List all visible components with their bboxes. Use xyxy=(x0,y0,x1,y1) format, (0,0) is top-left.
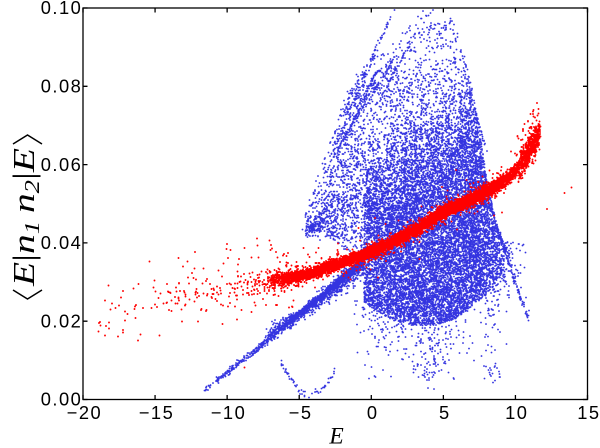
svg-text:−10: −10 xyxy=(211,402,247,423)
svg-text:E|n1 n2|E: E|n1 n2|E xyxy=(6,148,44,287)
svg-text:0.10: 0.10 xyxy=(41,0,83,18)
svg-text:15: 15 xyxy=(577,402,600,423)
svg-text:0.06: 0.06 xyxy=(41,154,83,175)
svg-text:5: 5 xyxy=(439,402,451,423)
svg-text:0.04: 0.04 xyxy=(41,232,83,253)
svg-text:0.08: 0.08 xyxy=(41,76,83,97)
svg-text:0.02: 0.02 xyxy=(41,310,83,331)
svg-text:−15: −15 xyxy=(139,402,175,423)
svg-text:10: 10 xyxy=(505,402,528,423)
svg-text:0.00: 0.00 xyxy=(41,389,83,410)
svg-text:−5: −5 xyxy=(289,402,313,423)
svg-text:0: 0 xyxy=(367,402,379,423)
svg-text:−20: −20 xyxy=(67,402,103,423)
svg-text:E: E xyxy=(328,424,343,448)
